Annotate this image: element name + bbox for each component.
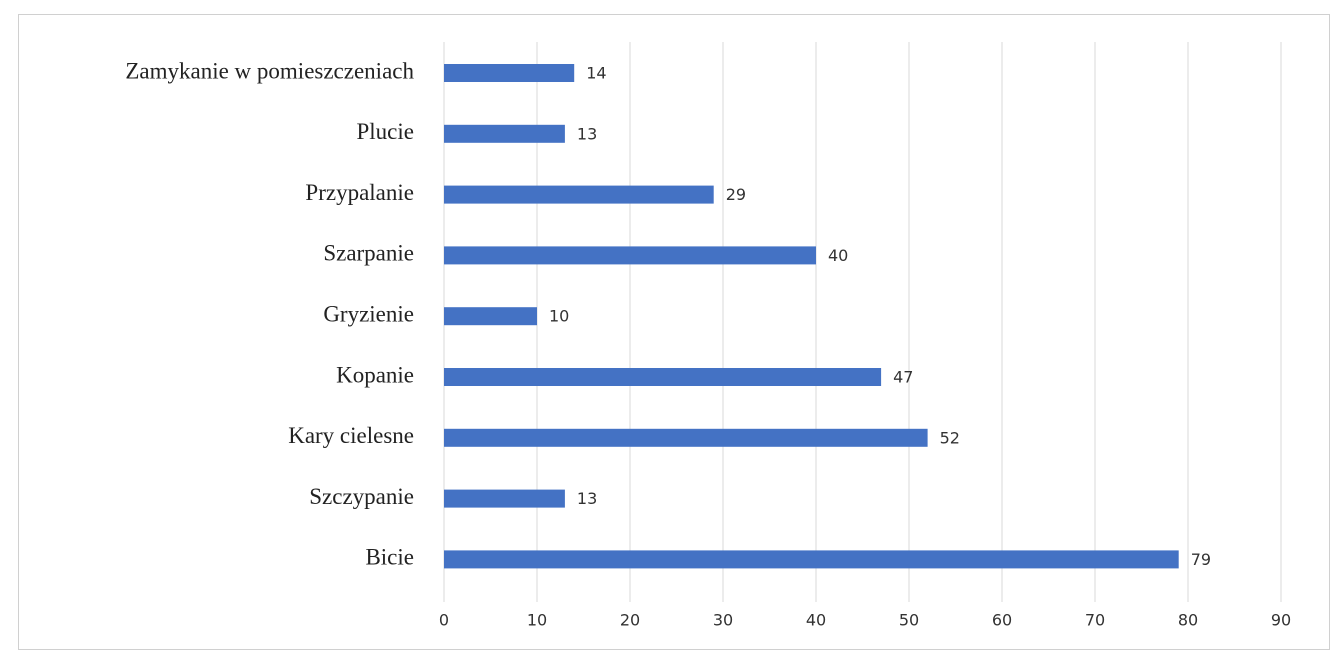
value-label: 13: [577, 124, 597, 143]
bar: [444, 124, 565, 143]
x-tick-label: 90: [1271, 611, 1291, 630]
value-label: 29: [726, 185, 746, 204]
bar: [444, 428, 928, 447]
bar: [444, 550, 1179, 569]
value-label: 14: [586, 64, 606, 83]
y-tick-label: Bicie: [365, 545, 414, 570]
x-tick-label: 0: [439, 611, 449, 630]
value-label: 52: [940, 428, 960, 447]
x-tick-label: 20: [620, 611, 640, 630]
bar: [444, 307, 537, 326]
y-tick-label: Szarpanie: [323, 241, 414, 266]
x-tick-label: 60: [992, 611, 1012, 630]
x-tick-label: 10: [527, 611, 547, 630]
bar: [444, 368, 882, 386]
x-tick-label: 80: [1178, 611, 1198, 630]
y-tick-label: Szczypanie: [309, 484, 414, 509]
value-label: 10: [549, 307, 569, 326]
y-tick-label: Kary cielesne: [288, 423, 414, 448]
y-tick-label: Zamykanie w pomieszczeniach: [125, 58, 414, 83]
bar: [444, 246, 816, 265]
y-tick-label: Plucie: [357, 119, 415, 144]
y-tick-label: Gryzienie: [323, 301, 414, 326]
value-label: 79: [1191, 550, 1211, 569]
value-label: 47: [893, 368, 913, 387]
bar: [444, 489, 565, 508]
bar: [444, 185, 714, 204]
x-tick-label: 40: [806, 611, 826, 630]
value-label: 40: [828, 246, 848, 265]
bar: [444, 64, 575, 82]
x-tick-label: 70: [1085, 611, 1105, 630]
y-tick-label: Kopanie: [336, 362, 414, 387]
value-label: 13: [577, 489, 597, 508]
y-tick-label: Przypalanie: [305, 180, 414, 205]
x-tick-label: 50: [899, 611, 919, 630]
chart-border: [18, 14, 1330, 650]
x-tick-label: 30: [713, 611, 733, 630]
